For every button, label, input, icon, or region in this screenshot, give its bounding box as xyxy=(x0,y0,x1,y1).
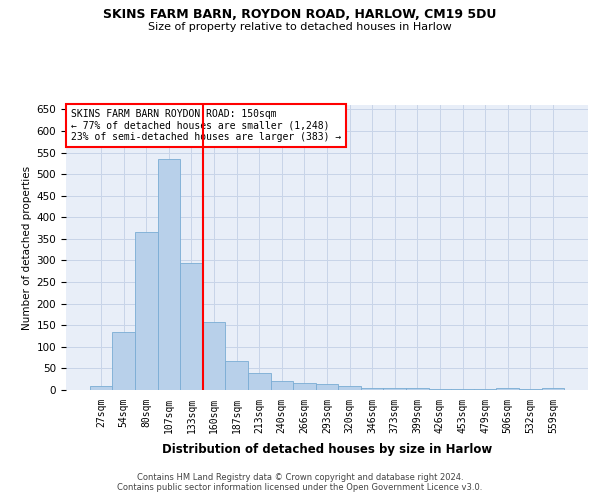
Bar xyxy=(203,322,226,390)
Bar xyxy=(293,383,316,390)
Bar xyxy=(406,388,428,390)
Bar xyxy=(316,384,338,390)
Bar xyxy=(112,332,135,390)
Text: Size of property relative to detached houses in Harlow: Size of property relative to detached ho… xyxy=(148,22,452,32)
Bar xyxy=(180,262,203,390)
Text: SKINS FARM BARN, ROYDON ROAD, HARLOW, CM19 5DU: SKINS FARM BARN, ROYDON ROAD, HARLOW, CM… xyxy=(103,8,497,20)
Bar xyxy=(474,388,496,390)
Bar xyxy=(90,386,112,390)
Bar xyxy=(383,388,406,390)
Bar xyxy=(428,388,451,390)
Bar xyxy=(135,232,158,390)
Bar xyxy=(248,372,271,390)
Bar xyxy=(451,388,474,390)
Bar xyxy=(226,361,248,390)
Bar xyxy=(158,159,180,390)
Bar xyxy=(271,382,293,390)
Y-axis label: Number of detached properties: Number of detached properties xyxy=(22,166,32,330)
Bar xyxy=(542,388,564,390)
Text: Contains HM Land Registry data © Crown copyright and database right 2024.
Contai: Contains HM Land Registry data © Crown c… xyxy=(118,473,482,492)
Bar xyxy=(496,388,519,390)
Bar xyxy=(519,388,542,390)
Bar xyxy=(361,388,383,390)
Text: SKINS FARM BARN ROYDON ROAD: 150sqm
← 77% of detached houses are smaller (1,248): SKINS FARM BARN ROYDON ROAD: 150sqm ← 77… xyxy=(71,110,341,142)
Text: Distribution of detached houses by size in Harlow: Distribution of detached houses by size … xyxy=(162,442,492,456)
Bar xyxy=(338,386,361,390)
